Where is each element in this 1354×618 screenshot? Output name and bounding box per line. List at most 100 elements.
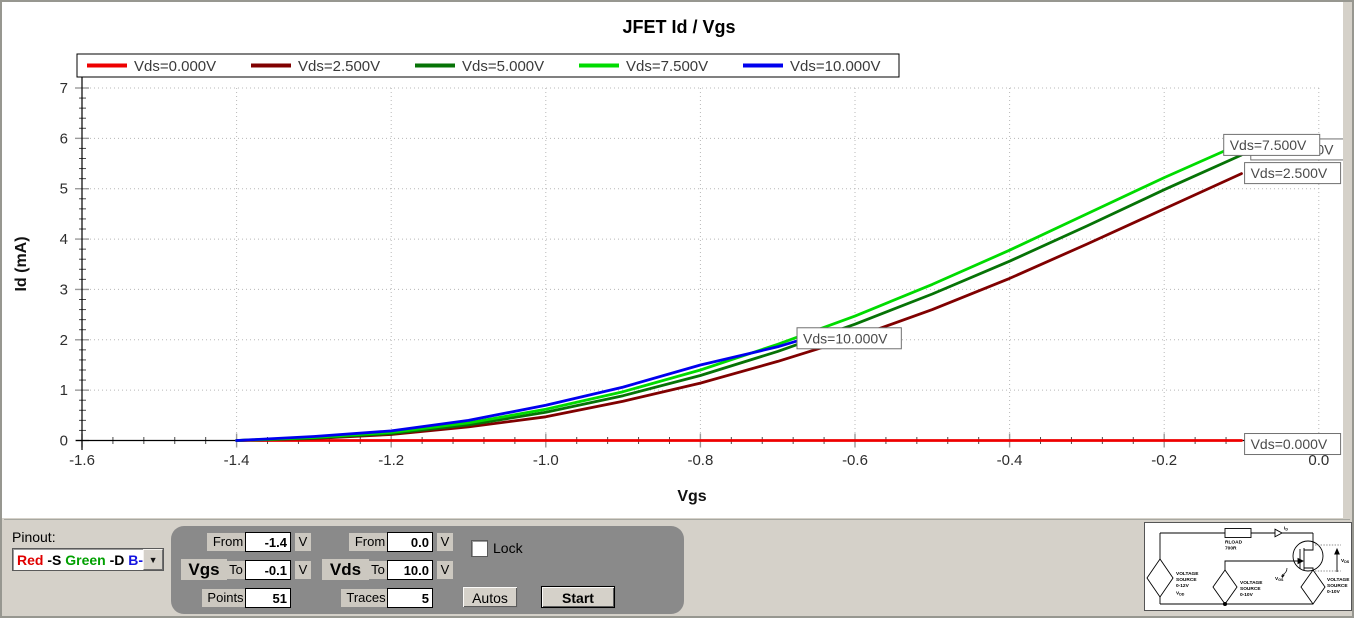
schematic-labels: RLOAD 700R ID VDS VGS VOLTAGE SOURCE 0-1… — [1176, 526, 1350, 599]
vds-to-input[interactable] — [387, 560, 433, 580]
chart-title: JFET Id / Vgs — [622, 17, 735, 37]
y-tick-label: 6 — [60, 130, 68, 147]
pinout-dropdown-button[interactable]: ▼ — [143, 549, 163, 570]
curve-label-Vds=7.500V: Vds=7.500V — [1223, 133, 1321, 156]
curve-label-box — [1223, 133, 1321, 156]
pinout-part-green: Green — [65, 551, 106, 568]
control-bar: Pinout: Red -S Green -D B- ▼ Vgs From V … — [4, 519, 1352, 614]
curve-label-Vds=10.000V: Vds=10.000V — [796, 327, 902, 350]
vgs-to-unit: V — [295, 561, 311, 579]
autos-button[interactable]: Autos — [462, 586, 518, 608]
axes — [76, 77, 1334, 450]
y-axis-title: Id (mA) — [13, 236, 30, 291]
jfet-transfer-chart: JFET Id / Vgs -1.6 -1.4 -1.2 -1.0 -0.8 -0.6 -0… — [13, 17, 1348, 505]
svg-text:700R: 700R — [1225, 546, 1237, 552]
pinout-select[interactable]: Red -S Green -D B- ▼ — [12, 548, 164, 571]
svg-text:SOURCE: SOURCE — [1176, 577, 1197, 583]
curve-label-text: Vds=10.000V — [803, 330, 888, 346]
gridlines — [81, 87, 1320, 441]
x-tick-label: -0.6 — [842, 452, 868, 469]
y-tick-label: 3 — [60, 281, 68, 298]
svg-text:VDD: VDD — [1176, 591, 1185, 597]
traces-label: Traces — [341, 589, 391, 607]
curve-label-text: Vds=2.500V — [1251, 165, 1328, 181]
vgs-from-input[interactable] — [245, 532, 291, 552]
curve-label-Vds=2.500V: Vds=2.500V — [1244, 162, 1342, 185]
start-button[interactable]: Start — [541, 586, 615, 608]
x-axis-title: Vgs — [677, 488, 706, 505]
x-tick-label: -0.2 — [1151, 452, 1177, 469]
svg-text:0-10V: 0-10V — [1327, 589, 1341, 595]
pinout-part-b: B- — [128, 551, 144, 568]
circuit-schematic: RLOAD 700R ID VDS VGS VOLTAGE SOURCE 0-1… — [1144, 522, 1352, 611]
vgs-label: VGS — [1275, 576, 1284, 582]
pinout-label: Pinout: — [12, 529, 56, 545]
y-tick-label: 2 — [60, 332, 68, 349]
legend-label: Vds=0.000V — [134, 58, 216, 75]
vds-source-label: VOLTAGE — [1327, 577, 1350, 583]
curve-Vds=2.500V — [235, 172, 1243, 442]
pinout-part-red: Red — [17, 551, 44, 568]
schematic-wires — [1146, 528, 1340, 607]
y-tick-label: 7 — [60, 80, 68, 97]
x-tick-label: -1.6 — [69, 452, 95, 469]
pinout-part-s: -S — [43, 551, 66, 568]
vds-to-label: To — [366, 561, 390, 579]
curve-label-box — [1244, 162, 1342, 185]
pinout-part-d: -D — [105, 551, 129, 568]
vgs-section-label: Vgs — [181, 559, 227, 580]
id-current-label: ID — [1284, 526, 1288, 532]
curve-label-box — [796, 327, 902, 350]
x-tick-label: -1.4 — [224, 452, 250, 469]
vds-from-input[interactable] — [387, 532, 433, 552]
y-tick-label: 0 — [60, 433, 68, 450]
vds-section-label: Vds — [322, 559, 369, 580]
x-tick-label: -0.8 — [687, 452, 713, 469]
y-tick-label: 1 — [60, 382, 68, 399]
lock-checkbox[interactable] — [471, 540, 488, 557]
y-tick-label: 5 — [60, 181, 68, 198]
rload-label: RLOAD — [1225, 540, 1243, 546]
curve-label-text: Vds=7.500V — [1230, 137, 1307, 153]
legend-label: Vds=5.000V — [462, 58, 544, 75]
vds-from-unit: V — [437, 533, 453, 551]
x-tick-label: -0.4 — [997, 452, 1023, 469]
vdd-source-label: VOLTAGE — [1176, 571, 1199, 577]
chevron-down-icon: ▼ — [148, 554, 158, 565]
legend-label: Vds=7.500V — [626, 58, 708, 75]
vgs-source-label: VOLTAGE — [1240, 580, 1263, 586]
chart-area: JFET Id / Vgs -1.6 -1.4 -1.2 -1.0 -0.8 -0.6 -0… — [2, 2, 1348, 518]
curves — [235, 141, 1243, 442]
traces-input[interactable] — [387, 588, 433, 608]
curve-label-Vds=0.000V: Vds=0.000V — [1244, 433, 1342, 456]
svg-text:SOURCE: SOURCE — [1240, 586, 1261, 592]
vgs-to-input[interactable] — [245, 560, 291, 580]
vds-label: VDS — [1341, 558, 1350, 564]
lock-label: Lock — [493, 540, 523, 556]
svg-text:SOURCE: SOURCE — [1327, 583, 1348, 589]
x-tick-label: 0.0 — [1308, 452, 1329, 469]
vds-from-label: From — [349, 533, 391, 551]
vgs-from-label: From — [207, 533, 249, 551]
y-tick-label: 4 — [60, 231, 68, 248]
legend-label: Vds=10.000V — [790, 58, 881, 75]
curve-Vds=5.000V — [235, 153, 1243, 442]
x-tick-label: -1.2 — [378, 452, 404, 469]
vgs-to-label: To — [224, 561, 248, 579]
legend: Vds=0.000V Vds=2.500V Vds=5.000V Vds=7.500V… — [76, 53, 900, 78]
curve-label-box — [1244, 433, 1342, 456]
legend-box — [76, 53, 900, 78]
axis-ticks: -1.6 -1.4 -1.2 -1.0 -0.8 -0.6 -0.4 -0.2 0.0 0 1 2 3 4… — [60, 80, 1330, 469]
vds-to-unit: V — [437, 561, 453, 579]
curve-Vds=7.500V — [235, 141, 1243, 442]
legend-label: Vds=2.500V — [298, 58, 380, 75]
curve-Vds=10.000V — [235, 338, 803, 442]
svg-text:0-10V: 0-10V — [1240, 592, 1254, 598]
x-tick-label: -1.0 — [533, 452, 559, 469]
vgs-from-unit: V — [295, 533, 311, 551]
points-input[interactable] — [245, 588, 291, 608]
points-label: Points — [202, 589, 249, 607]
curve-label-text: Vds=0.000V — [1251, 436, 1328, 452]
curve-end-labels: Vds=5.000VVds=7.500VVds=2.500VVds=10.000… — [796, 133, 1348, 456]
